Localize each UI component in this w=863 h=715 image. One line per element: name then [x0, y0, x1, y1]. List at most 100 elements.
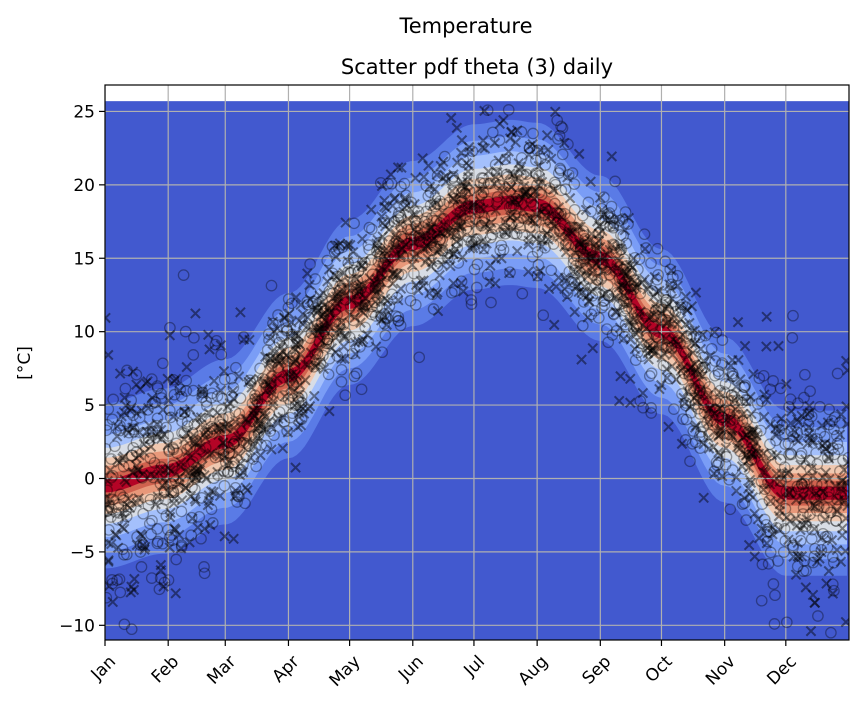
- scatter-point-o: [347, 288, 359, 300]
- scatter-point-x: [222, 419, 233, 430]
- scatter-point-x: [758, 389, 770, 400]
- scatter-point-x: [244, 334, 255, 346]
- scatter-point-o: [321, 333, 334, 346]
- scatter-point-x: [238, 334, 250, 345]
- scatter-point-o: [244, 374, 256, 387]
- scatter-point-x: [548, 319, 560, 331]
- scatter-point-o: [826, 578, 839, 591]
- scatter-point-x: [703, 432, 714, 443]
- scatter-point-o: [814, 400, 826, 413]
- scatter-point-o: [829, 411, 841, 423]
- scatter-point-o: [181, 415, 194, 428]
- scatter-point-o: [659, 255, 672, 268]
- scatter-point-o: [134, 539, 147, 551]
- scatter-point-o: [316, 295, 329, 308]
- scatter-point-x: [105, 538, 117, 550]
- scatter-point-o: [716, 411, 729, 424]
- scatter-point-x: [208, 375, 220, 387]
- scatter-point-x: [484, 223, 496, 235]
- scatter-point-x: [410, 172, 421, 184]
- scatter-point-x: [228, 422, 240, 434]
- scatter-point-x: [690, 420, 702, 431]
- scatter-point-o: [631, 346, 644, 359]
- scatter-point-x: [796, 410, 808, 422]
- scatter-point-o: [190, 435, 203, 448]
- scatter-point-o: [125, 623, 138, 636]
- scatter-point-o: [105, 419, 113, 431]
- scatter-point-o: [755, 594, 768, 607]
- scatter-point-o: [252, 410, 265, 423]
- scatter-point-o: [284, 396, 297, 409]
- scatter-point-x: [807, 437, 818, 448]
- scatter-point-o: [314, 357, 327, 370]
- scatter-point-o: [113, 573, 126, 586]
- scatter-point-o: [112, 501, 125, 514]
- scatter-point-x: [713, 430, 724, 442]
- scatter-point-x: [252, 433, 264, 445]
- scatter-point-x: [339, 332, 351, 343]
- scatter-point-x: [188, 429, 199, 441]
- scatter-point-o: [684, 455, 696, 468]
- scatter-point-x: [747, 424, 759, 436]
- scatter-point-o: [576, 319, 589, 332]
- scatter-point-x: [518, 180, 530, 192]
- scatter-point-o: [827, 442, 839, 454]
- scatter-point-o: [405, 223, 417, 236]
- scatter-point-x: [341, 282, 353, 294]
- scatter-point-x: [183, 467, 195, 479]
- scatter-point-x: [384, 214, 396, 226]
- scatter-point-x: [349, 337, 361, 348]
- scatter-point-x: [376, 180, 388, 192]
- scatter-point-x: [654, 318, 666, 330]
- scatter-point-x: [371, 238, 382, 249]
- scatter-point-o: [392, 210, 404, 223]
- scatter-point-o: [322, 368, 335, 381]
- scatter-point-x: [506, 127, 517, 138]
- scatter-point-o: [639, 307, 652, 320]
- scatter-point-o: [533, 186, 546, 199]
- plot-area: [105, 85, 849, 640]
- scatter-point-o: [681, 330, 693, 343]
- scatter-point-x: [233, 448, 244, 460]
- scatter-point-o: [613, 298, 626, 311]
- scatter-point-o: [555, 207, 567, 220]
- scatter-point-o: [785, 448, 798, 461]
- scatter-point-x: [335, 326, 346, 337]
- scatter-point-x: [451, 157, 463, 168]
- scatter-point-x: [645, 311, 657, 323]
- scatter-point-x: [663, 421, 674, 433]
- scatter-point-o: [495, 227, 507, 239]
- scatter-point-x: [835, 480, 847, 492]
- scatter-point-o: [598, 299, 611, 311]
- scatter-point-x: [114, 368, 126, 379]
- scatter-point-x: [553, 202, 565, 213]
- scatter-point-o: [118, 618, 131, 631]
- scatter-point-x: [648, 291, 659, 302]
- scatter-point-x: [369, 277, 380, 289]
- scatter-point-o: [392, 237, 405, 250]
- scatter-point-o: [655, 313, 668, 326]
- scatter-point-o: [762, 557, 775, 570]
- scatter-point-o: [726, 464, 739, 476]
- scatter-point-o: [502, 104, 515, 116]
- scatter-point-o: [287, 352, 300, 364]
- scatter-point-o: [700, 387, 713, 400]
- scatter-point-o: [196, 386, 209, 399]
- scatter-point-o: [167, 442, 179, 454]
- scatter-point-o: [567, 257, 580, 269]
- scatter-point-o: [743, 425, 756, 438]
- scatter-point-x: [248, 405, 260, 416]
- scatter-point-x: [356, 336, 368, 348]
- scatter-point-x: [580, 204, 592, 216]
- scatter-point-x: [803, 484, 815, 495]
- scatter-point-x: [437, 228, 448, 239]
- scatter-point-x: [239, 413, 251, 425]
- scatter-point-o: [178, 427, 190, 439]
- scatter-point-o: [712, 365, 725, 378]
- scatter-point-x: [739, 340, 751, 352]
- scatter-point-o: [151, 537, 164, 550]
- scatter-point-x: [679, 397, 691, 409]
- scatter-point-x: [666, 318, 678, 330]
- scatter-point-x: [558, 137, 570, 149]
- scatter-point-x: [145, 469, 157, 480]
